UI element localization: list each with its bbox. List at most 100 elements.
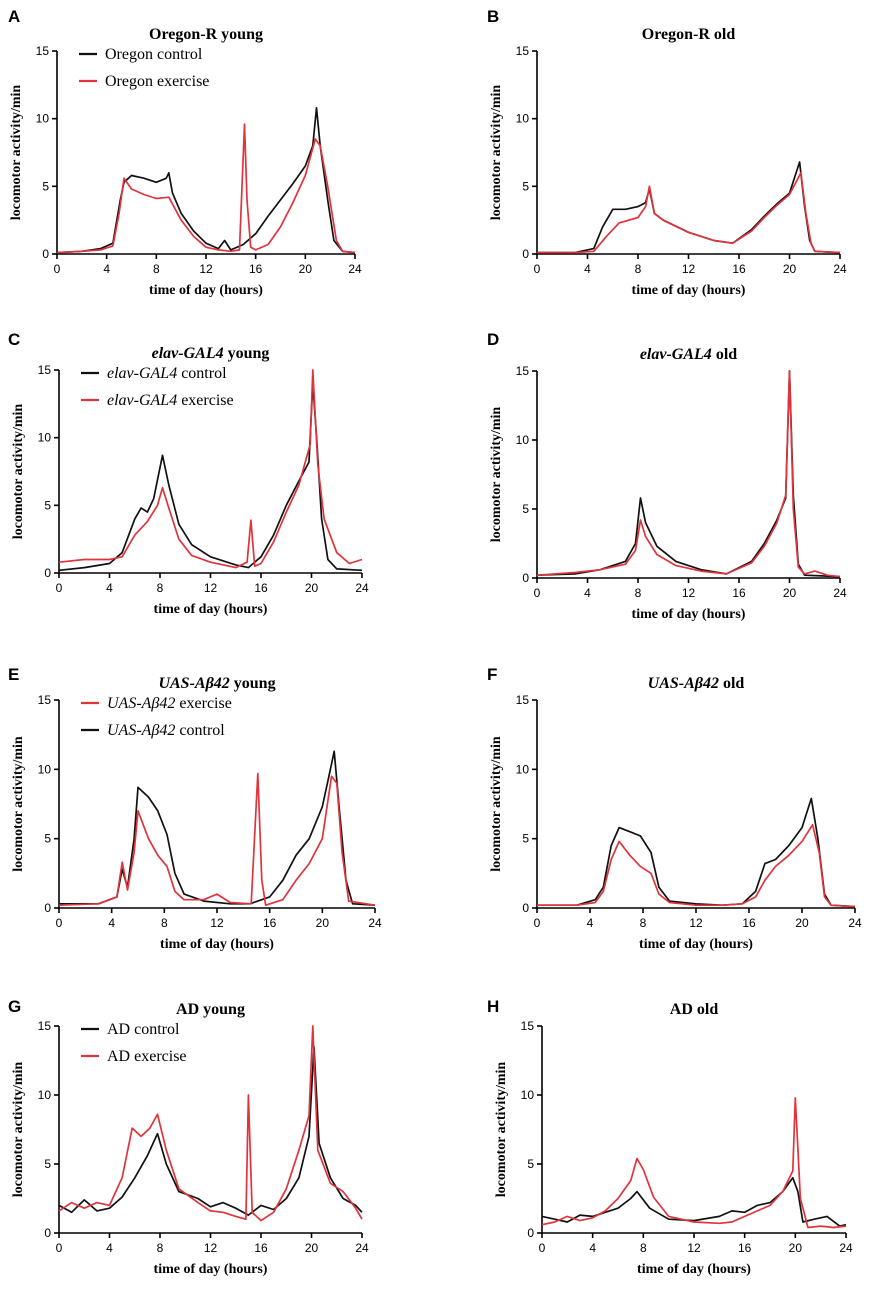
panel-title-italic: UAS-Aβ42: [648, 675, 719, 692]
panel-f: F UAS-Aβ42 old 0 4 8 12 16 20 24 0 5 10 15 time of da…: [487, 665, 862, 952]
control-series-line: [59, 750, 376, 907]
y-tick-label: 10: [38, 431, 52, 445]
x-tick-label: 16: [249, 262, 263, 276]
x-tick-label: 16: [742, 916, 756, 930]
panel-title-italic: elav-GAL4: [152, 345, 224, 362]
x-tick-label: 20: [795, 916, 809, 930]
control-series-line: [537, 797, 856, 908]
y-tick-label: 5: [44, 498, 51, 512]
control-series-line: [537, 161, 841, 254]
x-axis-label: time of day (hours): [154, 602, 268, 617]
panel-title-italic: UAS-Aβ42: [158, 675, 229, 692]
panel-g: G AD young 0 4 8 12 16 20 24 0 5 10 15 time of day (h…: [8, 997, 369, 1277]
x-tick-label: 12: [682, 586, 696, 600]
y-tick-label: 0: [44, 1226, 51, 1240]
panel-title: UAS-Aβ42 young: [158, 675, 275, 692]
x-tick-label: 20: [316, 916, 330, 930]
x-tick-label: 24: [355, 581, 369, 595]
y-tick-label: 0: [522, 901, 529, 915]
legend-label: UAS-Aβ42 exercise: [107, 695, 232, 712]
legend-label: AD exercise: [107, 1048, 187, 1065]
y-tick-label: 5: [522, 832, 529, 846]
x-axis-label: time of day (hours): [632, 283, 746, 298]
x-tick-label: 16: [738, 1241, 752, 1255]
x-axis-label: time of day (hours): [639, 937, 753, 952]
x-tick-label: 4: [584, 586, 591, 600]
x-tick-label: 24: [833, 262, 847, 276]
legend-label: Oregon exercise: [105, 73, 209, 90]
x-tick-label: 0: [539, 1241, 546, 1255]
control-series-line: [541, 1176, 847, 1227]
panel-label: A: [8, 7, 20, 26]
x-axis-label: time of day (hours): [160, 937, 274, 952]
y-tick-label: 0: [44, 901, 51, 915]
exercise-series-line: [58, 369, 363, 569]
x-tick-label: 12: [687, 1241, 701, 1255]
legend-label: Oregon control: [105, 46, 203, 63]
y-tick-label: 10: [36, 112, 50, 126]
panel-title: elav-GAL4 young: [152, 345, 270, 362]
legend-label-rest: exercise: [175, 695, 231, 712]
y-tick-label: 10: [38, 1088, 52, 1102]
x-tick-label: 4: [589, 1241, 596, 1255]
x-tick-label: 24: [848, 916, 862, 930]
x-axis-label: time of day (hours): [632, 607, 746, 622]
y-axis-label: locomotor activity/min: [489, 736, 504, 872]
legend-label-italic: elav-GAL4: [107, 392, 177, 409]
x-tick-label: 20: [783, 262, 797, 276]
x-tick-label: 16: [732, 262, 746, 276]
x-tick-label: 8: [635, 262, 642, 276]
legend-label: AD control: [107, 1021, 180, 1038]
panel-label: C: [8, 330, 20, 349]
control-series-line: [58, 1045, 363, 1216]
y-tick-label: 0: [42, 247, 49, 261]
y-axis-label: locomotor activity/min: [489, 407, 504, 543]
panel-title: Oregon-R young: [149, 26, 263, 43]
y-tick-label: 10: [516, 112, 530, 126]
x-tick-label: 20: [305, 581, 319, 595]
exercise-series-line: [537, 171, 841, 254]
x-axis-label: time of day (hours): [149, 283, 263, 298]
x-tick-label: 16: [254, 1241, 268, 1255]
y-axis-label: locomotor activity/min: [489, 85, 504, 221]
panel-label: E: [8, 665, 19, 684]
panel-title: elav-GAL4 old: [640, 346, 737, 363]
exercise-series-line: [541, 1096, 847, 1229]
y-tick-label: 10: [516, 433, 530, 447]
y-tick-label: 0: [44, 566, 51, 580]
y-axis-label: locomotor activity/min: [11, 404, 26, 540]
panel-b: B Oregon-R old 0 4 8 12 16 20 24 0 5 10 15 time of da…: [487, 7, 847, 298]
legend-label: UAS-Aβ42 control: [107, 722, 225, 739]
panel-label: G: [8, 997, 21, 1016]
legend-label-italic: elav-GAL4: [107, 365, 177, 382]
exercise-series-line: [58, 1025, 363, 1222]
panel-title-rest: old: [719, 675, 744, 692]
x-tick-label: 4: [584, 262, 591, 276]
x-tick-label: 12: [689, 916, 703, 930]
x-tick-label: 4: [587, 916, 594, 930]
x-tick-label: 24: [833, 586, 847, 600]
x-axis-label: time of day (hours): [154, 1262, 268, 1277]
y-tick-label: 5: [42, 179, 49, 193]
x-tick-label: 0: [534, 262, 541, 276]
y-tick-label: 15: [36, 44, 50, 58]
x-tick-label: 8: [640, 916, 647, 930]
control-series-line: [536, 370, 841, 578]
x-tick-label: 0: [56, 1241, 63, 1255]
legend-label-rest: exercise: [177, 392, 233, 409]
exercise-series-line: [56, 123, 356, 254]
x-tick-label: 20: [789, 1241, 803, 1255]
exercise-series-line: [536, 370, 841, 578]
legend-label: elav-GAL4 exercise: [107, 392, 234, 409]
legend-label-rest: control: [175, 722, 225, 739]
y-tick-label: 5: [44, 1157, 51, 1171]
panel-title: UAS-Aβ42 old: [648, 675, 745, 692]
x-tick-label: 0: [54, 262, 61, 276]
x-tick-label: 24: [839, 1241, 853, 1255]
x-tick-label: 16: [263, 916, 277, 930]
x-tick-label: 0: [534, 916, 541, 930]
y-axis-label: locomotor activity/min: [9, 85, 24, 221]
y-tick-label: 15: [516, 44, 530, 58]
